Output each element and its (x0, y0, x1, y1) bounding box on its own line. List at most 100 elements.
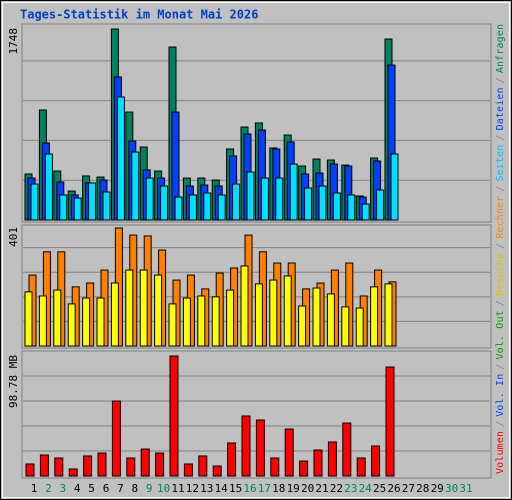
x-tick-label: 20 (301, 482, 314, 495)
x-tick-label: 8 (131, 482, 138, 495)
legend-entry: Dateien (495, 87, 506, 130)
bar (183, 463, 193, 477)
legend-separator: / (495, 364, 506, 370)
x-tick-label: 25 (373, 482, 386, 495)
legend-entry: Besuche (495, 253, 506, 296)
bar (232, 183, 241, 221)
bar (44, 153, 53, 221)
bar (188, 194, 197, 221)
bar (131, 151, 140, 221)
bar (341, 306, 350, 347)
chart-title: Tages-Statistik im Monat Mai 2026 (20, 8, 258, 22)
x-tick-label: 17 (258, 482, 271, 495)
bar (54, 457, 64, 477)
bar (283, 275, 292, 347)
bar (212, 465, 222, 477)
bar (284, 428, 294, 477)
legend-separator: / (495, 421, 506, 427)
bar (168, 303, 177, 347)
bar (111, 400, 121, 477)
bar (318, 185, 327, 221)
bar (289, 163, 298, 221)
bar (255, 419, 265, 477)
bar (260, 177, 269, 221)
bar (361, 203, 370, 221)
legend-entry: Vol. Out (495, 310, 506, 359)
bar (270, 457, 280, 477)
bar (254, 283, 263, 347)
y-tick-label: 1748 (7, 28, 20, 55)
legend-separator: / (495, 243, 506, 249)
bar (53, 289, 62, 347)
legend-entry: Seiten (495, 145, 506, 182)
x-tick-label: 27 (402, 482, 415, 495)
x-tick-label: 4 (74, 482, 81, 495)
x-tick-label: 31 (459, 482, 472, 495)
legend-separator: / (495, 77, 506, 83)
bar (355, 307, 364, 347)
bar (96, 297, 105, 347)
legend-separator: / (495, 135, 506, 141)
bar (304, 187, 313, 221)
x-tick-label: 10 (157, 482, 170, 495)
bar (125, 269, 134, 347)
bar (160, 185, 169, 221)
bar (83, 455, 93, 477)
bar (59, 194, 68, 221)
x-tick-label: 18 (272, 482, 285, 495)
bar (332, 192, 341, 221)
x-tick-label: 21 (315, 482, 328, 495)
x-tick-label: 5 (88, 482, 95, 495)
bar (139, 269, 148, 347)
bar (140, 448, 150, 477)
bar (116, 96, 125, 221)
bar (313, 449, 323, 477)
x-tick-label: 14 (215, 482, 229, 495)
bar (110, 282, 119, 347)
bar (39, 454, 49, 477)
bar (298, 305, 307, 347)
bar (182, 297, 191, 347)
legend-entry: Rechner (495, 196, 506, 239)
bar (102, 191, 111, 221)
bar (154, 274, 163, 347)
bar (97, 452, 107, 477)
legend-separator: / (495, 300, 506, 306)
legend-separator: / (495, 186, 506, 192)
bar (376, 189, 385, 221)
bar (269, 279, 278, 347)
bar (384, 283, 393, 347)
bar (275, 177, 284, 221)
bar (73, 197, 82, 221)
x-tick-label: 11 (171, 482, 184, 495)
bar (246, 171, 255, 221)
x-tick-label: 13 (200, 482, 213, 495)
bar (67, 303, 76, 347)
bar (203, 192, 212, 221)
bar (227, 442, 237, 477)
bar (198, 455, 208, 477)
bar (24, 291, 33, 347)
x-tick-label: 2 (45, 482, 52, 495)
x-tick-label: 6 (103, 482, 110, 495)
bar (38, 295, 47, 347)
legend: Volumen / Vol. In / Vol. Out / Besuche / Rechner… (495, 24, 506, 474)
bar (342, 422, 352, 477)
bar (356, 457, 366, 477)
bar (169, 355, 179, 477)
bar (145, 177, 154, 221)
bar (347, 194, 356, 221)
x-tick-label: 12 (186, 482, 199, 495)
bar (241, 415, 251, 477)
x-tick-label: 26 (387, 482, 400, 495)
bar (226, 289, 235, 347)
bar (68, 468, 78, 477)
bar (371, 445, 381, 477)
bar (385, 366, 395, 477)
bar (211, 296, 220, 347)
x-tick-label: 19 (287, 482, 300, 495)
bar (25, 463, 35, 477)
legend-entry: Anfragen (495, 24, 506, 73)
bar (312, 287, 321, 347)
